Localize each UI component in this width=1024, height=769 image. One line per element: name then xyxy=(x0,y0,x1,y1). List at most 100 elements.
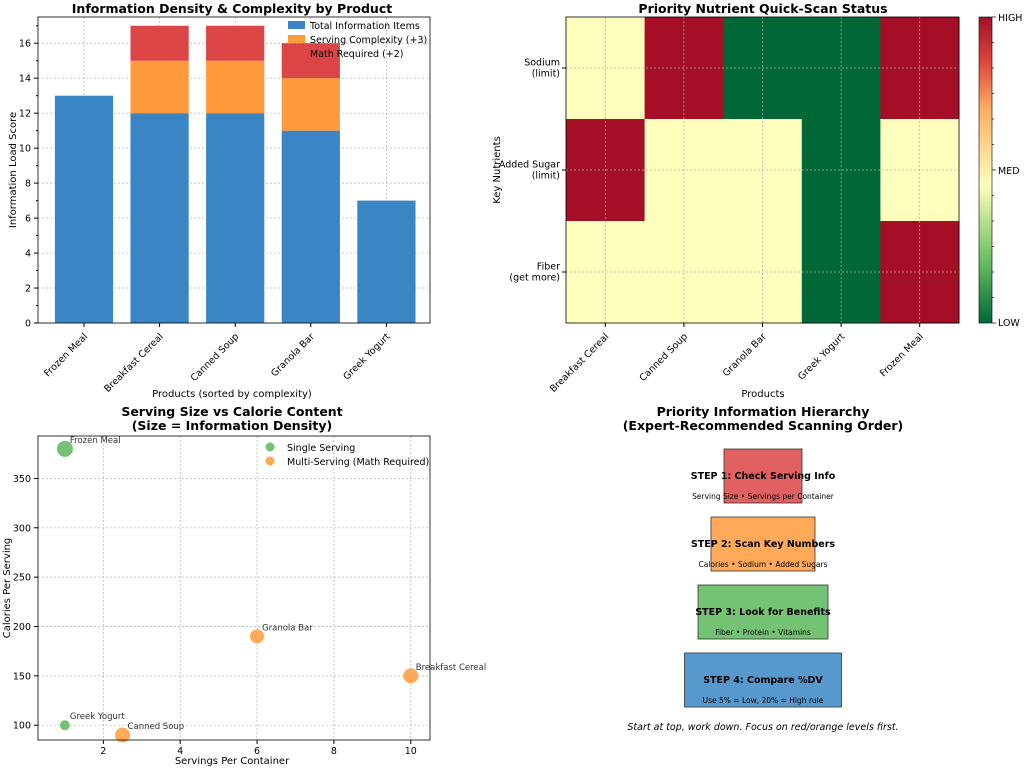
scatter-y-label: Calories Per Serving xyxy=(2,538,13,639)
row-label: Fiber xyxy=(537,262,560,273)
bar-segment xyxy=(281,130,340,323)
colorbar-high-label: HIGH xyxy=(998,13,1022,24)
row-label: Added Sugar xyxy=(499,160,560,171)
step-box xyxy=(697,584,829,640)
step-description: Use 5% = Low, 20% = High rule xyxy=(703,696,824,705)
scatter-y-ticks: 100 150 200 250 300 350 xyxy=(13,474,38,732)
hierarchy-title: Priority Information Hierarchy(Expert-Re… xyxy=(623,404,904,433)
y-tick-label: 4 xyxy=(25,249,31,260)
legend-label: Math Required (+2) xyxy=(310,49,404,60)
heatmap-colorbar: HIGH MED LOW xyxy=(978,13,1022,329)
legend-marker xyxy=(265,456,275,466)
bar-chart-x-ticks: Frozen Meal Breakfast Cereal Canned Soup Gr… xyxy=(42,323,393,395)
colorbar-med-label: MED xyxy=(998,166,1020,177)
step-description: Calories • Sodium • Added Sugars xyxy=(699,560,828,569)
step-title: STEP 3: Look for Benefits xyxy=(695,607,831,618)
x-tick-label: Canned Soup xyxy=(637,331,690,384)
x-tick-label: Frozen Meal xyxy=(42,331,90,379)
x-tick-label: Breakfast Cereal xyxy=(548,331,611,394)
scatter-title-line: Serving Size vs Calorie Content xyxy=(121,404,342,419)
bar-segment xyxy=(130,25,189,61)
x-tick-label: 2 xyxy=(100,746,106,757)
heatmap-cell xyxy=(566,17,646,120)
colorbar-gradient xyxy=(978,16,993,324)
row-label: (limit) xyxy=(532,69,560,80)
y-tick-label: 14 xyxy=(19,74,31,85)
scatter-legend: Single Serving Multi-Serving (Math Requir… xyxy=(265,442,429,468)
bar-chart-legend: Total Information Items Serving Complexit… xyxy=(288,21,427,60)
y-tick-label: 2 xyxy=(25,284,31,295)
heatmap-y-label: Key Nutrients xyxy=(492,136,503,204)
scatter-frame xyxy=(37,435,431,741)
scatter-point xyxy=(56,440,73,457)
y-tick-label: 10 xyxy=(19,144,31,155)
y-tick-label: 300 xyxy=(13,523,31,534)
bar-segment xyxy=(206,25,265,61)
scatter-title-line: (Size = Information Density) xyxy=(132,418,333,433)
scatter-point xyxy=(115,727,131,743)
y-tick-label: 0 xyxy=(25,319,31,330)
step-title: STEP 4: Compare %DV xyxy=(703,675,823,686)
scatter-x-label: Servings Per Container xyxy=(175,756,290,767)
y-tick-label: 16 xyxy=(19,39,31,50)
hierarchy-steps: STEP 1: Check Serving Info Serving Size •… xyxy=(684,448,842,708)
colorbar-ticks xyxy=(992,16,996,324)
bar-segment xyxy=(130,60,189,114)
legend-label: Multi-Serving (Math Required) xyxy=(287,457,429,468)
heatmap-column-labels: Breakfast Cereal Canned Soup Granola Bar Gr… xyxy=(548,323,926,395)
y-tick-label: 8 xyxy=(25,179,31,190)
scatter-points: Frozen Meal Greek Yogurt Granola Bar Breakf… xyxy=(56,436,486,743)
scatter-point xyxy=(403,668,419,684)
bar-chart-x-label: Products (sorted by complexity) xyxy=(152,389,312,400)
hierarchy-panel: Priority Information Hierarchy(Expert-Re… xyxy=(623,404,904,733)
bar-segment xyxy=(206,60,265,114)
heatmap-grid xyxy=(566,17,959,323)
point-label: Frozen Meal xyxy=(70,436,121,446)
heatmap-x-label: Products xyxy=(741,389,784,400)
y-tick-label: 250 xyxy=(13,573,31,584)
x-tick-label: 10 xyxy=(405,746,417,757)
point-label: Greek Yogurt xyxy=(70,712,126,722)
y-tick-label: 100 xyxy=(13,721,31,732)
heatmap-title: Priority Nutrient Quick-Scan Status xyxy=(638,1,887,16)
legend-label: Total Information Items xyxy=(309,21,420,32)
step-description: Fiber • Protein • Vitamins xyxy=(715,628,811,637)
legend-label: Serving Complexity (+3) xyxy=(310,35,427,46)
scatter-point xyxy=(250,629,265,644)
bar-chart-panel: Information Density & Complexity by Prod… xyxy=(8,1,431,400)
bar-segment xyxy=(357,200,416,323)
step-box xyxy=(710,516,816,572)
hierarchy-title-line: Priority Information Hierarchy xyxy=(657,404,870,419)
heatmap-cell xyxy=(566,221,646,324)
legend-marker xyxy=(265,442,275,452)
y-tick-label: 150 xyxy=(13,671,31,682)
hierarchy-title-line: (Expert-Recommended Scanning Order) xyxy=(623,418,904,433)
bar-chart-y-ticks: 0 2 4 6 8 10 12 14 16 xyxy=(19,25,38,330)
row-label: (limit) xyxy=(532,171,560,182)
point-label: Granola Bar xyxy=(262,623,313,633)
legend-swatch xyxy=(288,49,305,57)
x-tick-label: Granola Bar xyxy=(721,331,769,379)
colorbar-low-label: LOW xyxy=(998,318,1020,329)
x-tick-label: Greek Yogurt xyxy=(796,331,847,382)
bar-chart-frame xyxy=(37,16,431,324)
step-box xyxy=(723,448,803,504)
bar-segment xyxy=(130,113,189,324)
heatmap-row-labels: Sodium(limit)Added Sugar(limit)Fiber(get… xyxy=(499,58,566,284)
point-label: Breakfast Cereal xyxy=(416,663,486,673)
scatter-x-ticks: 2 4 6 8 10 xyxy=(100,740,417,757)
heatmap-cell xyxy=(801,17,881,120)
y-tick-label: 200 xyxy=(13,622,31,633)
hierarchy-footer: Start at top, work down. Focus on red/or… xyxy=(627,722,898,733)
x-tick-label: 6 xyxy=(254,746,260,757)
legend-swatch xyxy=(288,35,305,43)
bar-segment xyxy=(206,113,265,324)
x-tick-label: Greek Yogurt xyxy=(341,331,392,382)
bar-chart-bars xyxy=(54,25,416,324)
x-tick-label: Canned Soup xyxy=(189,331,242,384)
x-tick-label: 4 xyxy=(177,746,183,757)
x-tick-label: Breakfast Cereal xyxy=(102,331,165,394)
legend-label: Single Serving xyxy=(287,443,355,454)
x-tick-label: Frozen Meal xyxy=(878,331,926,379)
